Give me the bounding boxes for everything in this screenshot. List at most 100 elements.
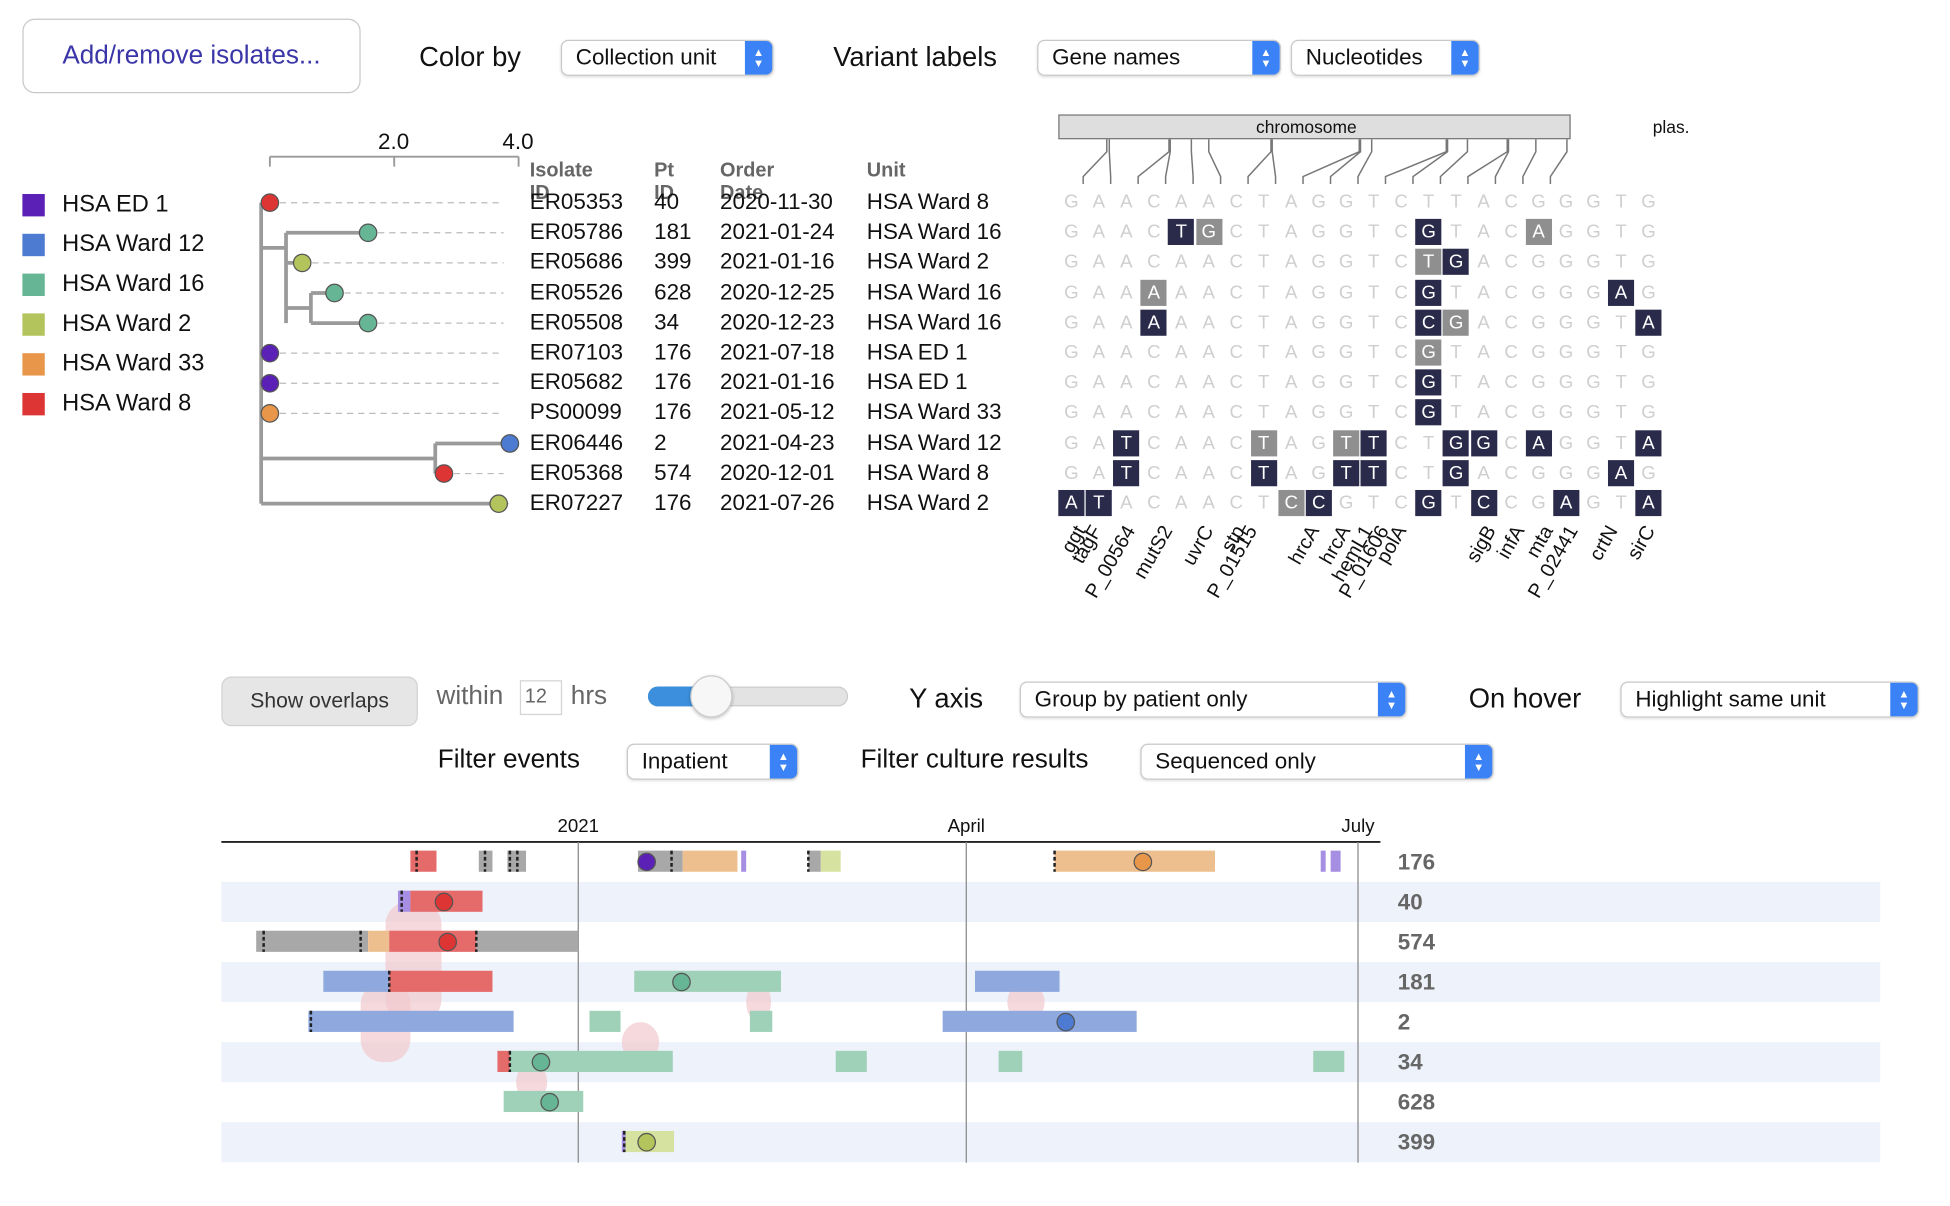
nucleotide-ref: A bbox=[1175, 191, 1188, 213]
nucleotide-ref: G bbox=[1586, 462, 1601, 484]
legend-label: HSA Ward 2 bbox=[62, 310, 192, 338]
table-cell: HSA Ward 2 bbox=[866, 489, 990, 515]
table-cell: 176 bbox=[654, 369, 692, 395]
y-axis-label: Y axis bbox=[909, 682, 984, 714]
color-by-label: Color by bbox=[419, 41, 521, 73]
nucleotide-ref: G bbox=[1586, 372, 1601, 394]
nucleotide-ref: G bbox=[1558, 221, 1574, 243]
table-cell: 176 bbox=[654, 489, 692, 515]
variant-connector bbox=[1412, 139, 1449, 185]
variant-connector bbox=[1467, 139, 1508, 185]
nucleotide-ref: A bbox=[1175, 492, 1188, 514]
timeline-stay-bar bbox=[389, 930, 477, 952]
nucleotide-ref: G bbox=[1064, 221, 1079, 243]
timeline-stay-bar bbox=[1313, 1050, 1345, 1072]
nucleotide-ref: A bbox=[1202, 402, 1215, 424]
variant-connector bbox=[1247, 139, 1272, 185]
nucleotide-ref: T bbox=[1258, 492, 1270, 514]
nucleotide-variant: G bbox=[1415, 279, 1442, 306]
tree-leaf-node bbox=[489, 494, 509, 513]
nucleotide-ref: A bbox=[1120, 191, 1133, 213]
timeline-patient-label: 574 bbox=[1398, 929, 1436, 954]
nucleotide-ref: G bbox=[1558, 191, 1574, 213]
timeline-stay-bar bbox=[741, 850, 747, 872]
nucleotide-variant: G bbox=[1415, 219, 1442, 246]
patient-timeline[interactable]: 2021 April July 176 40 574 181 2 34 628 399 bbox=[0, 802, 1950, 1175]
timeline-patient-label: 399 bbox=[1398, 1130, 1435, 1155]
nucleotide-ref: G bbox=[1311, 432, 1326, 454]
legend-item[interactable]: HSA Ward 12 bbox=[22, 225, 204, 265]
table-cell: HSA Ward 16 bbox=[866, 219, 1002, 244]
legend-swatch bbox=[22, 194, 45, 217]
timeline-patient-label: 176 bbox=[1398, 849, 1435, 874]
color-by-select[interactable]: Collection unit ▲ ▼ bbox=[560, 39, 774, 76]
nucleotide-ref: T bbox=[1615, 341, 1627, 364]
nucleotide-ref: T bbox=[1367, 402, 1380, 424]
nucleotide-ref: A bbox=[1477, 191, 1490, 213]
table-cell: 2021-01-16 bbox=[720, 369, 835, 395]
filter-events-select[interactable]: Inpatient ▲ ▼ bbox=[626, 743, 799, 780]
legend-item[interactable]: HSA Ward 2 bbox=[22, 305, 204, 345]
timeline-stay-bar bbox=[998, 1050, 1023, 1072]
nucleotide-variant: G bbox=[1443, 459, 1470, 486]
legend-item[interactable]: HSA Ward 8 bbox=[22, 384, 204, 424]
nucleotide-ref: C bbox=[1229, 492, 1243, 514]
nucleotide-variant: G bbox=[1443, 429, 1470, 456]
show-overlaps-button[interactable]: Show overlaps bbox=[221, 676, 418, 727]
nucleotide-ref: C bbox=[1504, 372, 1518, 394]
gene-names-select[interactable]: Gene names ▲ ▼ bbox=[1037, 39, 1281, 76]
nucleotide-ref: G bbox=[1641, 341, 1656, 364]
nucleotide-ref: C bbox=[1504, 492, 1518, 514]
nucleotide-ref: T bbox=[1615, 251, 1627, 273]
on-hover-select[interactable]: Highlight same unit ▲ ▼ bbox=[1620, 681, 1919, 718]
filter-culture-select[interactable]: Sequenced only ▲ ▼ bbox=[1140, 743, 1494, 780]
timeline-stay-bar bbox=[507, 850, 527, 872]
legend-item[interactable]: HSA Ward 33 bbox=[22, 344, 204, 384]
nucleotide-ref: A bbox=[1477, 341, 1490, 364]
phylogenetic-tree: 2.0 4.0 bbox=[259, 129, 534, 513]
add-remove-isolates-button[interactable]: Add/remove isolates... bbox=[22, 18, 361, 94]
nucleotide-ref: A bbox=[1202, 492, 1215, 514]
nucleotide-ref: G bbox=[1311, 191, 1326, 213]
legend-item[interactable]: HSA ED 1 bbox=[22, 185, 204, 225]
variant-connector bbox=[1439, 139, 1469, 185]
filter-events-value: Inpatient bbox=[641, 748, 728, 774]
nucleotide-ref: A bbox=[1284, 281, 1298, 303]
chromosome-track[interactable] bbox=[1058, 114, 1571, 140]
table-cell: 2021-07-26 bbox=[720, 489, 835, 515]
nucleotide-ref: G bbox=[1641, 402, 1656, 424]
nucleotide-ref: T bbox=[1450, 372, 1462, 394]
select-arrows-icon: ▲ ▼ bbox=[1464, 744, 1493, 779]
nucleotide-ref: A bbox=[1202, 191, 1215, 213]
table-header[interactable]: Isolate ID bbox=[529, 160, 593, 204]
overlap-slider-handle[interactable] bbox=[690, 675, 733, 718]
nucleotide-ref: G bbox=[1311, 372, 1326, 394]
nucleotides-select[interactable]: Nucleotides ▲ ▼ bbox=[1290, 39, 1480, 76]
nucleotide-ref: G bbox=[1641, 372, 1656, 394]
legend-swatch bbox=[22, 392, 45, 416]
legend-item[interactable]: HSA Ward 16 bbox=[22, 265, 204, 305]
select-arrows-icon: ▲ ▼ bbox=[1252, 41, 1280, 75]
within-hours-input[interactable]: 12 bbox=[519, 680, 563, 716]
nucleotide-variant: T bbox=[1113, 459, 1140, 486]
table-header[interactable]: Pt ID bbox=[654, 160, 675, 204]
table-header[interactable]: Unit bbox=[866, 160, 906, 182]
nucleotide-ref: A bbox=[1202, 372, 1215, 394]
variant-labels-label: Variant labels bbox=[833, 41, 997, 73]
timeline-month-label: July bbox=[1341, 815, 1375, 836]
tree-leaf-node bbox=[260, 343, 280, 363]
tree-leaf-node bbox=[358, 223, 378, 243]
nucleotide-ref: A bbox=[1284, 462, 1298, 484]
nucleotide-variant: A bbox=[1607, 279, 1635, 306]
timeline-stay-bar bbox=[749, 1010, 773, 1032]
legend-label: HSA Ward 8 bbox=[62, 390, 192, 417]
y-axis-select[interactable]: Group by patient only ▲ ▼ bbox=[1019, 681, 1407, 718]
nucleotide-ref: A bbox=[1175, 402, 1188, 424]
timeline-culture-marker bbox=[540, 1092, 559, 1112]
nucleotide-ref: A bbox=[1092, 432, 1106, 454]
nucleotide-ref: T bbox=[1258, 341, 1270, 364]
nucleotide-ref: C bbox=[1229, 341, 1243, 364]
table-header[interactable]: Order Date bbox=[720, 160, 775, 204]
nucleotide-ref: C bbox=[1147, 191, 1161, 213]
timeline-stay-bar bbox=[820, 850, 841, 872]
